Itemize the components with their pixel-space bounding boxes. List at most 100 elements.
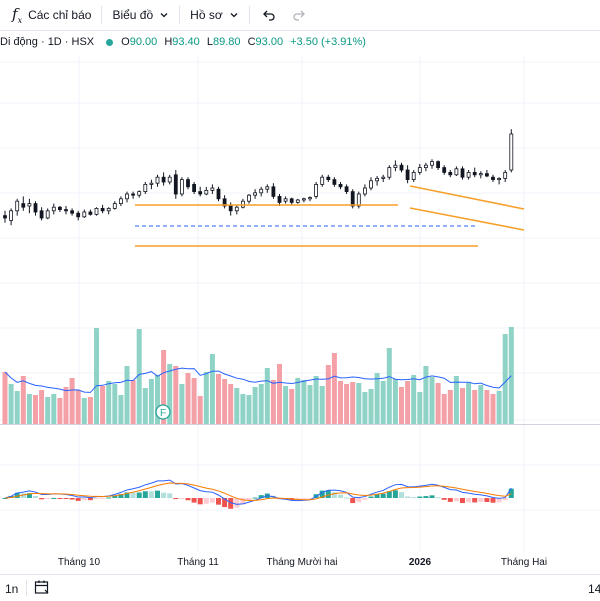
volume-bar [81, 398, 87, 424]
calendar-icon[interactable] [34, 579, 50, 595]
volume-bar [14, 391, 20, 424]
macd-histogram-bar [386, 491, 392, 498]
indicators-button[interactable]: fx Các chỉ báo [0, 0, 97, 30]
volume-bar [258, 384, 264, 424]
macd-histogram-bar [167, 493, 173, 498]
macd-histogram-bar [478, 498, 484, 502]
macd-histogram-bar [179, 498, 185, 499]
volume-bar [460, 388, 465, 424]
volume-bar [26, 394, 32, 424]
macd-histogram-bar [155, 490, 160, 498]
candle-body [179, 179, 184, 195]
candle-body [58, 206, 62, 210]
event-marker-label: F [160, 408, 166, 419]
macd-histogram-bar [508, 488, 514, 498]
chart-type-button[interactable]: Biểu đồ [106, 0, 175, 30]
close-value: 93.00 [255, 36, 284, 48]
volume-bar [368, 389, 374, 424]
high-label: H [164, 36, 173, 48]
macd-histogram-bar [161, 492, 167, 498]
candle-body [45, 210, 50, 219]
candle-body [27, 203, 32, 207]
candle-body [228, 205, 233, 212]
candle-body [198, 191, 203, 195]
high-value: 93.40 [172, 36, 200, 48]
volume-bar [484, 390, 490, 424]
macd-histogram-bar [106, 497, 112, 499]
macd-histogram-bar [209, 498, 215, 503]
macd-histogram-bar [258, 495, 264, 498]
volume-bar [502, 334, 508, 424]
candle-body [192, 183, 197, 192]
volume-bar [331, 353, 337, 424]
candle-body [259, 188, 264, 194]
volume-bar [338, 381, 343, 424]
symbol-title[interactable]: Di động · 1D · HSX [0, 36, 95, 48]
range-button[interactable]: 1n [5, 582, 19, 596]
candle-body [137, 191, 142, 196]
macd-line [4, 479, 512, 505]
macd-histogram-bar [191, 498, 197, 503]
volume-bar [130, 380, 136, 424]
volume-bar [216, 374, 221, 424]
candle-body [112, 203, 117, 209]
candle-body [295, 199, 300, 203]
price-chart[interactable]: F [0, 55, 600, 552]
candle-body [332, 179, 337, 185]
profile-button[interactable]: Hồ sơ [184, 0, 245, 30]
volume-bar [179, 384, 185, 424]
candle-body [503, 171, 508, 179]
macd-histogram-bar [350, 498, 356, 504]
candle-body [417, 167, 422, 173]
undo-icon [262, 10, 275, 21]
volume-bar [94, 328, 99, 424]
volume-bar [277, 364, 282, 424]
macd-histogram-bar [423, 496, 429, 498]
candle-body [289, 198, 294, 203]
redo-button[interactable] [284, 0, 314, 30]
volume-bar [307, 385, 313, 424]
volume-bar [136, 329, 142, 424]
top-toolbar: fx Các chỉ báo Biểu đồ Hồ sơ [0, 0, 600, 31]
candle-body [131, 193, 136, 196]
candle-body [265, 186, 270, 190]
low-value: 89.80 [212, 36, 241, 48]
chart-grid [0, 55, 600, 552]
candle-body [460, 168, 465, 178]
macd-histogram-bar [203, 498, 209, 504]
volume-bar [325, 365, 331, 424]
macd-signal-line [4, 482, 512, 502]
macd-histogram-bar [57, 498, 63, 499]
candle-body [350, 191, 355, 207]
candle-body [381, 176, 386, 179]
volume-bar [51, 394, 57, 424]
macd-histogram-bar [14, 492, 20, 498]
volume-bar [423, 366, 429, 424]
candle-body [210, 187, 215, 191]
volume-bar [39, 390, 45, 424]
macd-histogram-bar [148, 491, 154, 498]
volume-bar [264, 368, 270, 424]
candle-body [344, 186, 349, 193]
candle-body [216, 188, 221, 200]
volume-bar [411, 375, 417, 424]
volume-bar [118, 395, 124, 424]
macd-histogram-bar [112, 495, 118, 498]
macd-histogram-bar [130, 492, 136, 498]
macd-histogram-bar [447, 498, 453, 502]
low-label: L [206, 36, 213, 48]
candle-body [15, 200, 20, 212]
redo-icon [293, 10, 305, 21]
candle-body [3, 215, 7, 219]
change-value: +3.50 (+3.91%) [290, 36, 366, 48]
macd-histogram-bar [124, 492, 130, 498]
macd-histogram-bar [94, 498, 99, 499]
volume-bar [222, 379, 228, 424]
undo-button[interactable] [254, 0, 284, 30]
volume-bar [240, 394, 246, 424]
event-marker[interactable]: F [155, 404, 171, 420]
volume-bar [356, 383, 362, 424]
volume-bar [478, 385, 484, 424]
volume-bar [301, 380, 307, 424]
candle-body [405, 169, 410, 180]
